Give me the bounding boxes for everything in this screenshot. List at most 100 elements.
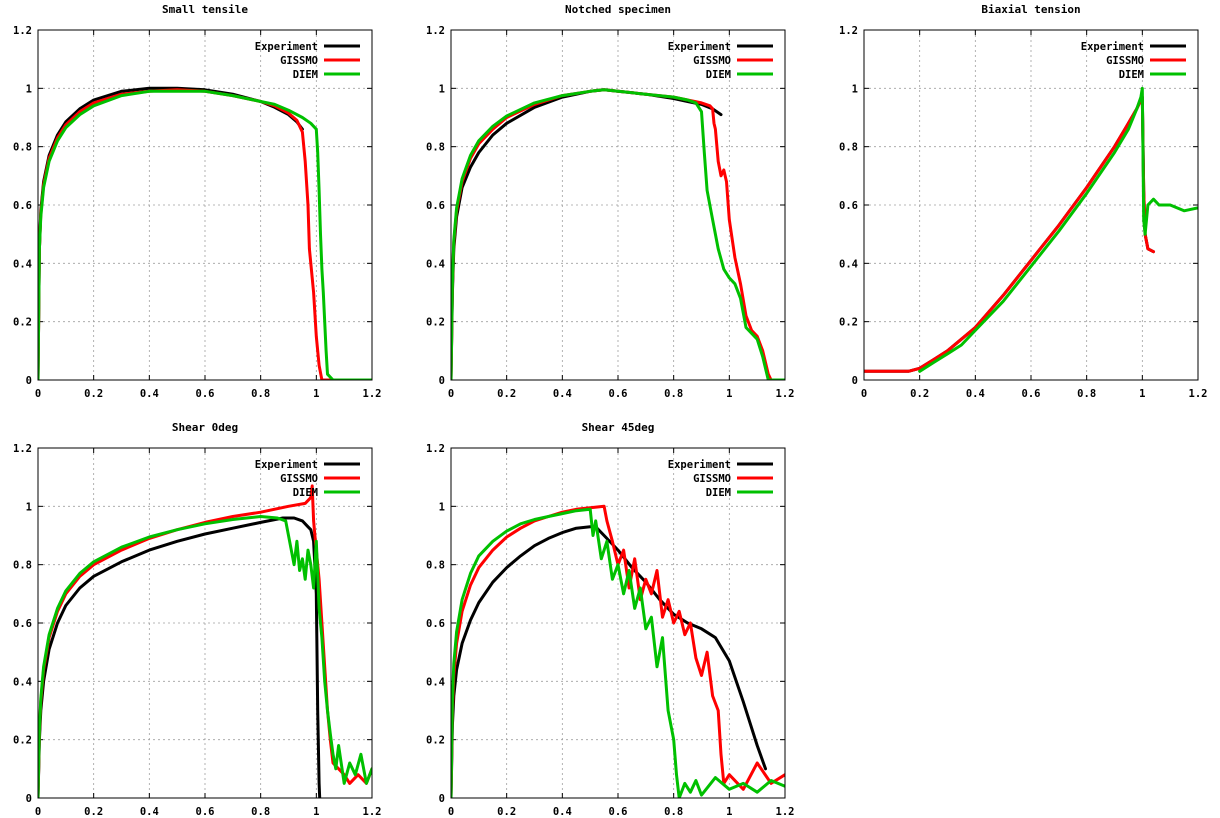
- x-tick-label: 0.2: [910, 388, 929, 400]
- y-tick-label: 0.6: [426, 200, 445, 212]
- y-tick-label: 1: [26, 83, 32, 95]
- x-tick-label: 0.8: [251, 388, 270, 400]
- y-tick-label: 0.8: [13, 560, 32, 572]
- panel-title: Shear 45deg: [582, 421, 655, 434]
- x-tick-label: 0.2: [497, 388, 516, 400]
- series-line-diem: [918, 86, 1198, 373]
- legend-label: Experiment: [668, 459, 731, 471]
- panel-title: Notched specimen: [565, 3, 671, 16]
- plot-area: [451, 88, 785, 380]
- y-tick-label: 0.4: [426, 676, 445, 688]
- plot-frame: [37, 29, 373, 381]
- plot-area: [864, 86, 1198, 373]
- y-tick-label: 0: [852, 375, 858, 387]
- x-tick-label: 1: [726, 806, 732, 818]
- legend-label: Experiment: [255, 41, 318, 53]
- y-tick-label: 1: [439, 83, 445, 95]
- panel-small-tensile: Small tensile 0 0.2 0.4 0.6 0.8 1 1.2 0 0.2 0.4 0.6…: [13, 3, 381, 400]
- legend: Experiment GISSMO DIEM: [668, 41, 773, 81]
- legend-label: Experiment: [1081, 41, 1144, 53]
- x-tick-label: 0.2: [84, 388, 103, 400]
- y-tick-label: 0.2: [13, 735, 32, 747]
- y-tick-label: 0: [439, 793, 445, 805]
- x-tick-label: 0: [861, 388, 867, 400]
- y-tick-label: 0.4: [426, 258, 445, 270]
- x-tick-label: 1.2: [776, 806, 795, 818]
- y-tick-label: 0.6: [426, 618, 445, 630]
- y-tick-label: 1: [26, 501, 32, 513]
- legend-label: Experiment: [255, 459, 318, 471]
- legend: Experiment GISSMO DIEM: [255, 459, 360, 499]
- y-tick-label: 0.2: [426, 735, 445, 747]
- legend-label: DIEM: [1119, 69, 1144, 81]
- series-line-experiment: [38, 86, 304, 380]
- y-tick-label: 0: [26, 793, 32, 805]
- x-tick-label: 0.8: [251, 806, 270, 818]
- panel-shear-45deg: Shear 45deg 0 0.2 0.4 0.6 0.8 1 1.2 0 0.2 0.4 0.6 0.…: [426, 421, 794, 818]
- y-tick-label: 0: [439, 375, 445, 387]
- y-tick-label: 0.4: [13, 676, 32, 688]
- y-tick-label: 0.8: [426, 560, 445, 572]
- panel-title: Biaxial tension: [981, 3, 1080, 16]
- x-tick-label: 0.6: [1022, 388, 1041, 400]
- x-tick-label: 0.6: [196, 806, 215, 818]
- series-line-gissmo: [451, 504, 785, 798]
- legend-label: GISSMO: [280, 473, 318, 485]
- x-tick-label: 0.8: [664, 388, 683, 400]
- x-tick-label: 1: [313, 388, 319, 400]
- x-tick-label: 0.8: [1077, 388, 1096, 400]
- legend-label: GISSMO: [280, 55, 318, 67]
- x-tick-label: 0.4: [553, 388, 572, 400]
- legend: Experiment GISSMO DIEM: [668, 459, 773, 499]
- y-tick-label: 1.2: [426, 25, 445, 37]
- plot-area: [38, 484, 372, 798]
- series-line-gissmo: [864, 95, 1155, 373]
- series-line-experiment: [451, 88, 723, 380]
- panel-shear-0deg: Shear 0deg 0 0.2 0.4 0.6 0.8 1 1.2 0 0.2 0.4 0.6 0.8…: [13, 421, 381, 818]
- y-tick-label: 0: [26, 375, 32, 387]
- x-tick-label: 0: [35, 806, 41, 818]
- plot-frame: [450, 29, 786, 381]
- series-line-experiment: [451, 525, 767, 798]
- legend: Experiment GISSMO DIEM: [255, 41, 360, 81]
- panel-title: Shear 0deg: [172, 421, 238, 434]
- x-tick-label: 1.2: [1189, 388, 1208, 400]
- y-tick-label: 1: [852, 83, 858, 95]
- legend-label: GISSMO: [1106, 55, 1144, 67]
- legend-label: DIEM: [706, 487, 731, 499]
- panel-title: Small tensile: [162, 3, 248, 16]
- plot-frame: [450, 447, 786, 799]
- plot-area: [38, 86, 372, 380]
- x-tick-label: 0.4: [140, 806, 159, 818]
- series-line-diem: [38, 515, 372, 798]
- x-tick-label: 0.4: [966, 388, 985, 400]
- y-tick-label: 0.2: [426, 317, 445, 329]
- y-tick-label: 1.2: [13, 443, 32, 455]
- plot-frame: [863, 29, 1199, 381]
- legend-label: DIEM: [293, 487, 318, 499]
- panel-biaxial-tension: Biaxial tension 0 0.2 0.4 0.6 0.8 1 1.2 0 0.2 0.4 0…: [839, 3, 1207, 400]
- y-tick-label: 1: [439, 501, 445, 513]
- y-tick-label: 0.4: [839, 258, 858, 270]
- x-tick-label: 1: [1139, 388, 1145, 400]
- x-tick-label: 0: [448, 388, 454, 400]
- legend-label: GISSMO: [693, 473, 731, 485]
- y-tick-label: 0.8: [426, 142, 445, 154]
- series-line-diem: [451, 88, 785, 380]
- y-tick-label: 0.6: [13, 618, 32, 630]
- panel-notched-specimen: Notched specimen 0 0.2 0.4 0.6 0.8 1 1.2 0 0.2 0.4…: [426, 3, 794, 400]
- y-tick-label: 0.8: [839, 142, 858, 154]
- legend-label: Experiment: [668, 41, 731, 53]
- plot-area: [451, 504, 785, 798]
- y-tick-label: 1.2: [426, 443, 445, 455]
- x-tick-label: 0.4: [140, 388, 159, 400]
- x-tick-label: 1.2: [363, 388, 382, 400]
- y-tick-label: 1.2: [13, 25, 32, 37]
- legend-label: DIEM: [293, 69, 318, 81]
- plot-frame: [37, 447, 373, 799]
- legend-label: GISSMO: [693, 55, 731, 67]
- x-tick-label: 0.2: [497, 806, 516, 818]
- y-tick-label: 0.6: [13, 200, 32, 212]
- y-tick-label: 0.2: [13, 317, 32, 329]
- x-tick-label: 1: [726, 388, 732, 400]
